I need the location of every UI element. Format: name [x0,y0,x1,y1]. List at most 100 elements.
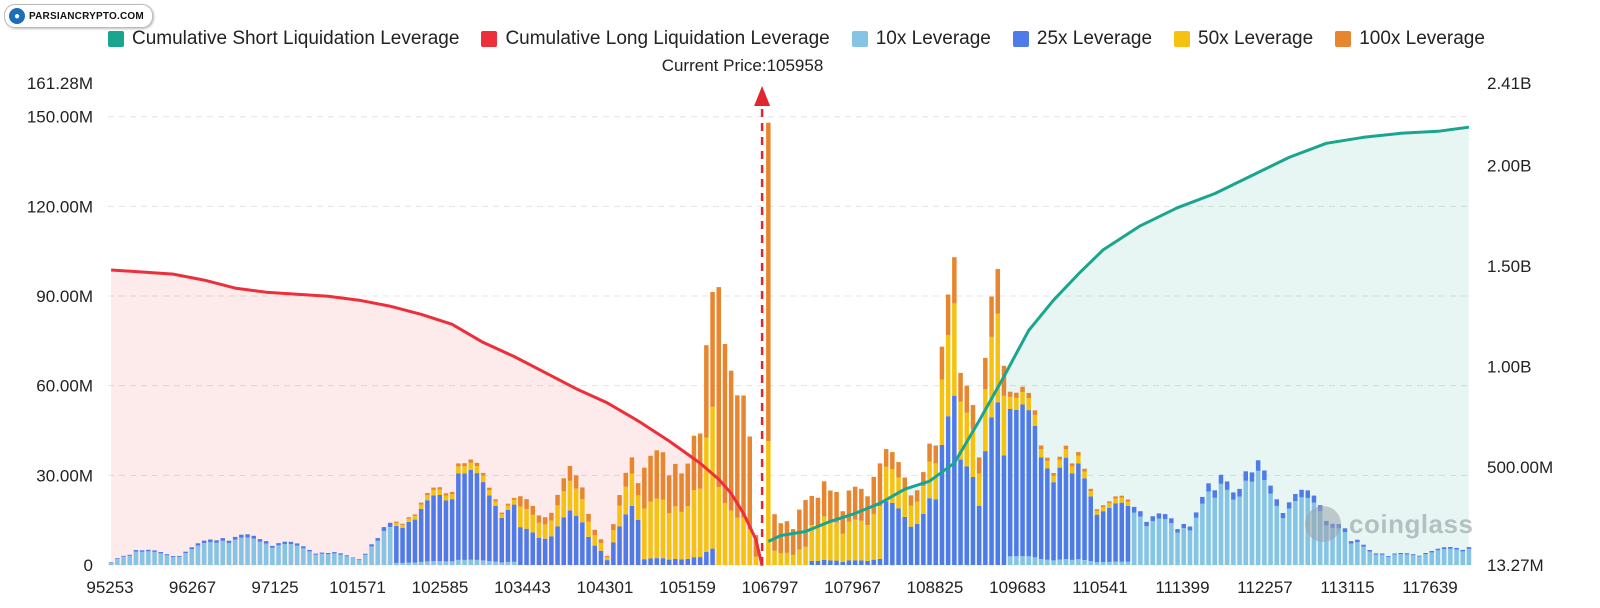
leverage-bar [412,514,418,565]
bar-segment [958,401,963,460]
leverage-bar [871,476,876,565]
bar-segment [1392,554,1397,565]
bar-segment [561,491,566,518]
bar-segment [1045,559,1050,565]
bar-segment [239,534,244,538]
bar-segment [208,539,213,543]
leverage-bar [1193,512,1199,565]
bar-segment [1454,547,1459,550]
leverage-bar [1466,547,1472,565]
bar-segment [487,561,492,565]
bar-segment [214,542,219,565]
bar-segment [1144,526,1149,565]
leverage-bar [1460,549,1465,565]
bar-segment [778,553,783,565]
y-right-tick-label: 1.00B [1487,358,1531,377]
legend-swatch [1012,31,1029,47]
bar-segment [1448,547,1453,549]
bar-segment [852,560,858,565]
leverage-bar [784,521,790,565]
leverage-bar [1224,481,1230,565]
bar-segment [1355,539,1360,543]
leverage-bar [611,524,616,565]
leverage-bar [263,541,269,565]
bar-segment [685,558,690,565]
legend-item-50x[interactable]: 50x Leverage [1174,28,1313,50]
bar-segment [592,545,597,565]
leverage-bar [177,555,182,565]
legend-item-10x[interactable]: 10x Leverage [851,28,991,50]
leverage-bar [1057,456,1062,565]
bar-segment [251,535,256,539]
bar-segment [1038,457,1044,559]
bar-segment [1373,553,1379,555]
bar-segment [493,499,498,502]
leverage-bar [1237,488,1242,565]
leverage-bar [1379,553,1385,565]
bar-segment [232,536,238,540]
bar-segment [449,494,455,500]
bar-segment [542,517,548,525]
legend-item-long-cumulative[interactable]: Cumulative Long Liquidation Leverage [481,28,830,50]
x-tick-label: 108825 [907,578,964,597]
x-tick-label: 107967 [824,578,881,597]
leverage-bar [1200,496,1205,565]
bar-segment [1361,544,1366,547]
leverage-bar [1150,516,1155,565]
leverage-bar [728,370,734,565]
legend-item-100x[interactable]: 100x Leverage [1335,28,1485,50]
bar-segment [883,449,889,467]
bar-segment [1088,488,1093,492]
leverage-bar [158,552,163,565]
legend-item-short-cumulative[interactable]: Cumulative Short Liquidation Leverage [108,28,459,50]
leverage-bar [846,490,852,565]
x-tick-label: 101571 [329,578,386,597]
leverage-bar [1069,463,1075,565]
bar-segment [1423,553,1428,555]
bar-segment [443,561,449,565]
bar-segment [536,537,542,565]
leverage-bar [344,555,349,565]
bar-segment [437,561,442,565]
leverage-bar [301,546,306,565]
bar-segment [939,379,945,445]
bar-segment [952,303,957,396]
bar-segment [369,544,374,547]
bar-segment [1386,556,1391,557]
bar-segment [877,463,883,507]
legend-item-25x[interactable]: 25x Leverage [1012,28,1152,50]
leverage-bar [927,443,932,565]
bar-segment [970,405,976,429]
y-left-tick-label: 0 [84,556,93,575]
bar-segment [1187,530,1193,565]
leverage-bar [772,514,777,565]
bar-segment [1429,551,1434,553]
bar-segment [1001,455,1007,565]
leverage-bar [1020,386,1025,565]
bar-segment [1181,524,1186,529]
bar-segment [1274,499,1279,506]
bar-segment [704,437,709,552]
bar-segment [1293,494,1298,502]
bar-segment [1410,554,1416,556]
bar-segment [462,473,467,560]
bar-segment [815,526,821,561]
bar-segment [152,550,157,552]
bar-segment [1280,513,1286,519]
bar-segment [387,522,393,527]
bar-segment [555,505,560,527]
bar-segment [753,556,759,565]
bar-segment [790,555,796,565]
bar-segment [766,441,771,565]
bar-segment [1107,561,1112,565]
bar-segment [573,515,579,565]
bar-segment [1255,470,1261,565]
bar-segment [208,542,213,565]
legend-label: 50x Leverage [1198,28,1314,49]
leverage-bar [1206,483,1211,565]
leverage-bar [660,452,666,565]
bar-segment [1014,392,1019,398]
bar-segment [456,463,461,467]
leverage-bar [1094,509,1100,565]
cumulative-short-area [768,127,1469,565]
